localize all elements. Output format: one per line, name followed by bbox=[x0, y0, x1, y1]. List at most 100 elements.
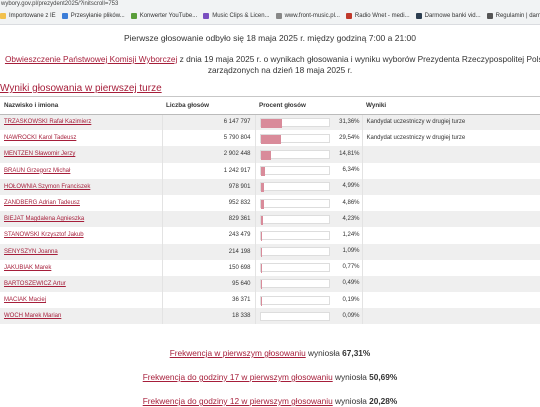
result-cell bbox=[362, 308, 540, 325]
candidate-link[interactable]: BRAUN Grzegorz Michał bbox=[4, 167, 71, 174]
percent-value: 6,34% bbox=[342, 167, 360, 174]
result-cell bbox=[362, 194, 540, 212]
percent-bar-fill bbox=[260, 231, 262, 241]
percent-bar-fill bbox=[260, 167, 265, 177]
turnout-link[interactable]: Frekwencja do godziny 12 w pierwszym gło… bbox=[142, 396, 333, 406]
percent-bar: 31,36% bbox=[259, 117, 362, 128]
candidate-link[interactable]: BARTOSZEWICZ Artur bbox=[4, 280, 66, 287]
turnout-row-1: Frekwencja w pierwszym głosowaniu wynios… bbox=[0, 348, 540, 358]
percent-bar: 0,77% bbox=[259, 263, 362, 274]
percent-bar-fill bbox=[260, 199, 264, 209]
votes-cell: 95 640 bbox=[162, 275, 256, 293]
divider bbox=[0, 96, 540, 97]
announcement: Obwieszczenie Państwowej Komisji Wyborcz… bbox=[0, 54, 540, 76]
percent-bar-track bbox=[259, 263, 330, 274]
candidate-link[interactable]: MENTZEN Sławomir Jerzy bbox=[4, 151, 76, 158]
column-header-result: Wyniki bbox=[362, 98, 540, 115]
candidate-cell: HOŁOWNIA Szymon Franciszek bbox=[0, 178, 163, 195]
result-cell bbox=[362, 146, 540, 163]
percent-cell: 4,23% bbox=[255, 211, 363, 228]
result-cell bbox=[362, 178, 540, 195]
column-header-votes: Liczba głosów bbox=[162, 98, 255, 115]
percent-cell: 4,99% bbox=[255, 178, 363, 195]
percent-bar-track bbox=[259, 182, 330, 193]
candidate-link[interactable]: HOŁOWNIA Szymon Franciszek bbox=[4, 183, 91, 190]
table-row: NAWROCKI Karol Tadeusz 5 790 804 29,54% Kan… bbox=[0, 130, 540, 147]
percent-value: 4,23% bbox=[342, 215, 360, 222]
turnout-link[interactable]: Frekwencja w pierwszym głosowaniu bbox=[169, 348, 306, 358]
turnout-value: 50,69% bbox=[369, 372, 398, 382]
candidate-link[interactable]: BIEJAT Magdalena Agnieszka bbox=[4, 216, 85, 223]
candidate-cell: NAWROCKI Karol Tadeusz bbox=[0, 130, 163, 147]
bookmark-item[interactable]: Darmowe banki vid... bbox=[415, 13, 481, 19]
bookmark-label: Darmowe banki vid... bbox=[424, 13, 481, 19]
candidate-link[interactable]: STANOWSKI Krzysztof Jakub bbox=[4, 232, 84, 239]
bookmark-item[interactable]: Konwerter YouTube... bbox=[130, 13, 197, 19]
candidate-link[interactable]: TRZASKOWSKI Rafał Kazimierz bbox=[4, 119, 92, 126]
candidate-link[interactable]: SENYSZYN Joanna bbox=[4, 248, 58, 255]
address-bar[interactable]: wybory.gov.pl/prezydent2025/?initscroll=… bbox=[0, 0, 540, 8]
video-icon bbox=[415, 13, 422, 19]
bookmark-label: www.front-music.pl... bbox=[284, 13, 340, 19]
candidate-cell: MACIAK Maciej bbox=[0, 292, 163, 309]
percent-bar-track bbox=[259, 279, 330, 290]
votes-cell: 214 198 bbox=[162, 243, 256, 260]
result-cell bbox=[362, 292, 540, 309]
bookmark-label: Importowane z IE bbox=[9, 13, 56, 19]
candidate-cell: TRZASKOWSKI Rafał Kazimierz bbox=[0, 114, 163, 131]
percent-bar-track bbox=[259, 214, 330, 225]
percent-bar: 29,54% bbox=[259, 133, 362, 144]
candidate-link[interactable]: MACIAK Maciej bbox=[4, 297, 47, 304]
bookmark-item[interactable]: Radio Wnet - medi... bbox=[345, 13, 410, 19]
percent-bar-fill bbox=[260, 118, 283, 128]
percent-bar: 4,23% bbox=[259, 214, 362, 225]
votes-cell: 18 338 bbox=[162, 308, 256, 325]
candidate-link[interactable]: NAWROCKI Karol Tadeusz bbox=[4, 135, 77, 142]
percent-value: 0,19% bbox=[342, 296, 360, 303]
globe-icon bbox=[275, 13, 282, 19]
radio-icon bbox=[345, 13, 352, 19]
percent-value: 29,54% bbox=[339, 134, 360, 141]
results-title[interactable]: Wyniki głosowania w pierwszej turze bbox=[0, 83, 162, 94]
results-table: Nazwisko i imiona Liczba głosów Procent … bbox=[0, 98, 540, 325]
table-row: HOŁOWNIA Szymon Franciszek 978 901 4,99% bbox=[0, 178, 540, 195]
table-row: TRZASKOWSKI Rafał Kazimierz 6 147 797 31,3… bbox=[0, 114, 540, 131]
candidate-link[interactable]: JAKUBIAK Marek bbox=[4, 264, 52, 271]
votes-cell: 2 902 448 bbox=[162, 146, 256, 163]
percent-bar: 0,19% bbox=[259, 295, 362, 306]
column-header-percent: Procent głosów bbox=[255, 98, 362, 115]
percent-value: 0,49% bbox=[342, 280, 360, 287]
bookmark-item[interactable]: www.front-music.pl... bbox=[275, 13, 340, 19]
turnout-link[interactable]: Frekwencja do godziny 17 w pierwszym gło… bbox=[142, 372, 333, 382]
announcement-link[interactable]: Obwieszczenie Państwowej Komisji Wyborcz… bbox=[4, 54, 178, 64]
percent-bar-fill bbox=[260, 150, 271, 160]
result-cell: Kandydat uczestniczy w drugiej turze bbox=[362, 130, 540, 147]
folder-icon bbox=[0, 13, 6, 19]
votes-cell: 978 901 bbox=[162, 178, 256, 195]
candidate-link[interactable]: ZANDBERG Adrian Tadeusz bbox=[4, 200, 80, 207]
percent-bar-track bbox=[259, 247, 330, 258]
percent-bar-track bbox=[259, 230, 330, 241]
bookmark-item[interactable]: Importowane z IE bbox=[0, 13, 56, 19]
bookmark-item[interactable]: Music Clips & Licen... bbox=[203, 13, 270, 19]
percent-cell: 6,34% bbox=[255, 162, 363, 179]
turnout-text: wyniosła bbox=[332, 372, 370, 382]
bookmark-item[interactable]: Przesyłanie plików... bbox=[61, 13, 125, 19]
table-header: Nazwisko i imiona Liczba głosów Procent … bbox=[0, 98, 540, 115]
bookmark-label: Przesyłanie plików... bbox=[70, 13, 125, 19]
candidate-link[interactable]: WOCH Marek Marian bbox=[4, 313, 62, 320]
bookmark-label: Music Clips & Licen... bbox=[212, 13, 270, 19]
table-row: ZANDBERG Adrian Tadeusz 952 832 4,86% bbox=[0, 194, 540, 212]
bookmarks-bar: Importowane z IE Przesyłanie plików... Kon… bbox=[0, 8, 540, 25]
percent-cell: 29,54% bbox=[255, 130, 363, 147]
percent-bar-fill bbox=[260, 248, 262, 258]
bookmark-item[interactable]: Regulamin | darmo... bbox=[486, 13, 540, 19]
turnout-value: 20,28% bbox=[369, 396, 398, 406]
table-row: BRAUN Grzegorz Michał 1 242 917 6,34% bbox=[0, 162, 540, 179]
percent-bar-track bbox=[259, 149, 330, 160]
candidate-cell: ZANDBERG Adrian Tadeusz bbox=[0, 194, 163, 212]
candidate-cell: BRAUN Grzegorz Michał bbox=[0, 162, 163, 179]
percent-bar-fill bbox=[260, 215, 264, 225]
result-cell bbox=[362, 211, 540, 228]
bookmark-label: Radio Wnet - medi... bbox=[354, 13, 410, 19]
